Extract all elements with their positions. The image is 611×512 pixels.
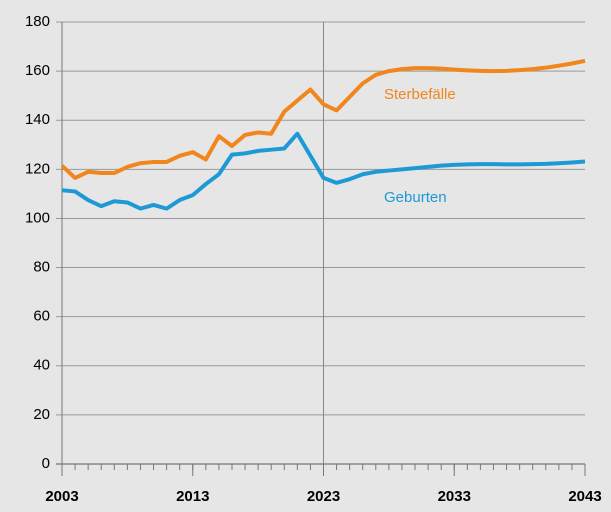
series-line — [61, 131, 586, 211]
x-tick-label: 2043 — [568, 488, 601, 505]
y-tick-label: 180 — [25, 13, 50, 30]
x-tick-label: 2003 — [45, 488, 78, 505]
y-tick-label: 60 — [33, 308, 50, 325]
y-tick-label: 120 — [25, 160, 50, 177]
y-tick-label: 0 — [42, 455, 50, 472]
y-tick-label: 80 — [33, 259, 50, 276]
y-tick-label: 160 — [25, 62, 50, 79]
series-label: Sterbefälle — [384, 86, 456, 103]
x-tick-label: 2023 — [307, 488, 340, 505]
y-tick-label: 20 — [33, 406, 50, 423]
y-tick-label: 140 — [25, 111, 50, 128]
series-label: Geburten — [384, 189, 447, 206]
y-tick-label: 40 — [33, 357, 50, 374]
y-tick-label: 100 — [25, 209, 50, 226]
x-tick-label: 2033 — [438, 488, 471, 505]
x-tick-label: 2013 — [176, 488, 209, 505]
series-line — [60, 58, 586, 180]
